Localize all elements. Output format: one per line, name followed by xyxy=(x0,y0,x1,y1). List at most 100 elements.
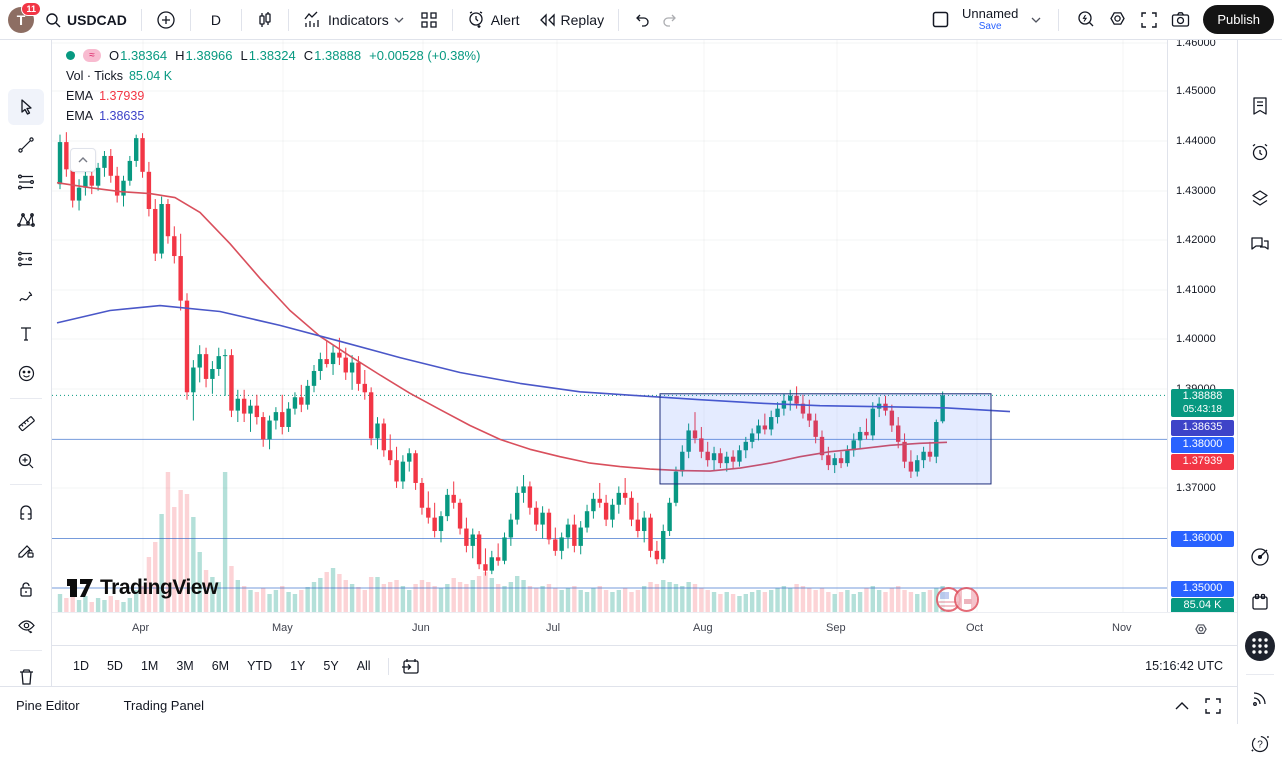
magnet-tool[interactable] xyxy=(8,494,44,530)
symbol-marker-icon[interactable] xyxy=(66,51,75,60)
ema2-value: 1.38635 xyxy=(99,109,145,123)
symbol-search-button[interactable]: USDCAD xyxy=(44,11,127,29)
text-tool[interactable] xyxy=(8,316,44,352)
hide-drawings-tool[interactable] xyxy=(8,608,44,644)
range-1Y[interactable]: 1Y xyxy=(290,659,306,673)
volume-bar xyxy=(578,590,583,612)
fullscreen-icon[interactable] xyxy=(1140,11,1158,29)
measure-tool[interactable] xyxy=(8,405,44,441)
redo-icon[interactable] xyxy=(661,12,679,28)
watchlist-icon[interactable] xyxy=(1244,90,1276,122)
ema-line[interactable] xyxy=(56,181,948,472)
emoji-tool[interactable] xyxy=(8,355,44,391)
range-5Y[interactable]: 5Y xyxy=(323,659,339,673)
candlestick-style-icon[interactable] xyxy=(256,11,274,29)
range-1M[interactable]: 1M xyxy=(140,659,159,673)
quick-search-icon[interactable] xyxy=(1076,10,1095,29)
maximize-panel-icon[interactable] xyxy=(1205,697,1221,714)
lock-all-tool[interactable] xyxy=(8,571,44,607)
range-3M[interactable]: 3M xyxy=(176,659,194,673)
trend-line-tool[interactable] xyxy=(8,127,44,163)
candle-body xyxy=(775,408,780,418)
layout-name: Unnamed xyxy=(961,5,1019,21)
volume-bar xyxy=(108,596,113,612)
candle-body xyxy=(305,385,310,405)
time-axis[interactable]: Apr May Jun Jul Aug Sep Oct Nov xyxy=(52,612,1237,645)
save-layout-link[interactable]: Save xyxy=(978,21,1002,33)
range-5D[interactable]: 5D xyxy=(106,659,123,673)
candle-body xyxy=(121,180,126,196)
volume-bar xyxy=(489,578,494,612)
alert-button[interactable]: Alert xyxy=(467,10,520,29)
candlestick-chart[interactable] xyxy=(52,40,1167,612)
candle-body xyxy=(337,352,342,358)
range-6M[interactable]: 6M xyxy=(211,659,230,673)
toolbar-divider xyxy=(10,484,42,485)
ema-line[interactable] xyxy=(56,304,1011,413)
candle-body xyxy=(794,395,799,404)
settings-gear-icon[interactable] xyxy=(1108,10,1127,29)
calendar-icon[interactable] xyxy=(1244,586,1276,618)
approx-indicator-icon[interactable]: ≈ xyxy=(83,49,101,62)
indicators-button[interactable]: Indicators xyxy=(303,11,404,29)
alert-clock-icon xyxy=(467,10,486,29)
sidebar-divider xyxy=(1246,674,1274,675)
brush-tool[interactable] xyxy=(8,279,44,315)
chevron-down-icon[interactable] xyxy=(1031,17,1041,23)
candle-body xyxy=(934,422,939,457)
chart-pane[interactable]: TradingView ≈ O 1.38364 H 1.38966 L 1.38324… xyxy=(52,40,1167,612)
divider xyxy=(288,8,290,31)
candle-body xyxy=(64,142,69,170)
replay-button[interactable]: Replay xyxy=(538,12,604,28)
undo-icon[interactable] xyxy=(633,12,651,28)
alerts-icon[interactable] xyxy=(1244,136,1276,168)
interval-button[interactable]: D xyxy=(210,11,222,28)
range-1D[interactable]: 1D xyxy=(73,659,89,673)
volume-bar xyxy=(413,584,418,612)
fib-retracement-tool[interactable] xyxy=(8,164,44,200)
volume-bar xyxy=(661,580,666,612)
edit-lock-tool[interactable] xyxy=(8,532,44,568)
price-scale[interactable]: 1.46000 1.45000 1.44000 1.43000 1.42000 1.410… xyxy=(1167,37,1237,614)
layout-name-button[interactable]: Unnamed Save xyxy=(961,5,1019,33)
cursor-tool[interactable] xyxy=(8,89,44,125)
help-icon[interactable]: ? xyxy=(1244,728,1276,760)
forecast-tool[interactable] xyxy=(8,241,44,277)
layers-icon[interactable] xyxy=(1244,182,1276,214)
compare-add-icon[interactable] xyxy=(156,10,176,30)
volume-bar xyxy=(432,586,437,612)
publish-button[interactable]: Publish xyxy=(1203,5,1274,34)
xabcd-pattern-tool[interactable] xyxy=(8,202,44,238)
status-bar: Pine Editor Trading Panel xyxy=(0,686,1237,724)
volume-bar xyxy=(470,580,475,612)
volume-bar xyxy=(705,590,710,612)
notifications-icon[interactable] xyxy=(1244,682,1276,714)
volume-bar xyxy=(337,574,342,612)
price-label: 1.37939 xyxy=(1171,454,1234,470)
range-YTD[interactable]: YTD xyxy=(247,659,273,673)
candle-body xyxy=(413,453,418,483)
trading-panel-button[interactable]: Trading Panel xyxy=(123,698,205,713)
camera-icon[interactable] xyxy=(1171,11,1190,28)
zoom-in-tool[interactable] xyxy=(8,443,44,479)
pine-editor-button[interactable]: Pine Editor xyxy=(16,698,80,713)
screener-icon[interactable] xyxy=(1244,541,1276,573)
alert-label: Alert xyxy=(490,11,520,28)
axis-settings-gear-icon[interactable] xyxy=(1192,621,1210,639)
chat-icon[interactable] xyxy=(1244,228,1276,260)
rectangle-drawing[interactable] xyxy=(659,393,992,485)
apps-menu-icon[interactable] xyxy=(1244,630,1276,662)
user-avatar[interactable]: T 11 xyxy=(8,1,41,33)
legend-collapse-button[interactable] xyxy=(70,148,96,172)
session-clock[interactable]: 15:16:42 UTC xyxy=(1145,659,1223,673)
remove-objects-tool[interactable] xyxy=(8,659,44,695)
volume-bar xyxy=(324,572,329,612)
ema2-label: EMA xyxy=(66,109,94,123)
volume-bar xyxy=(508,582,514,612)
candle-body xyxy=(667,502,672,532)
layout-square-icon[interactable] xyxy=(932,11,949,28)
range-All[interactable]: All xyxy=(356,659,371,673)
expand-panel-chevron-icon[interactable] xyxy=(1175,701,1189,710)
layout-grid-icon[interactable] xyxy=(420,11,438,29)
go-to-date-icon[interactable] xyxy=(387,657,420,675)
